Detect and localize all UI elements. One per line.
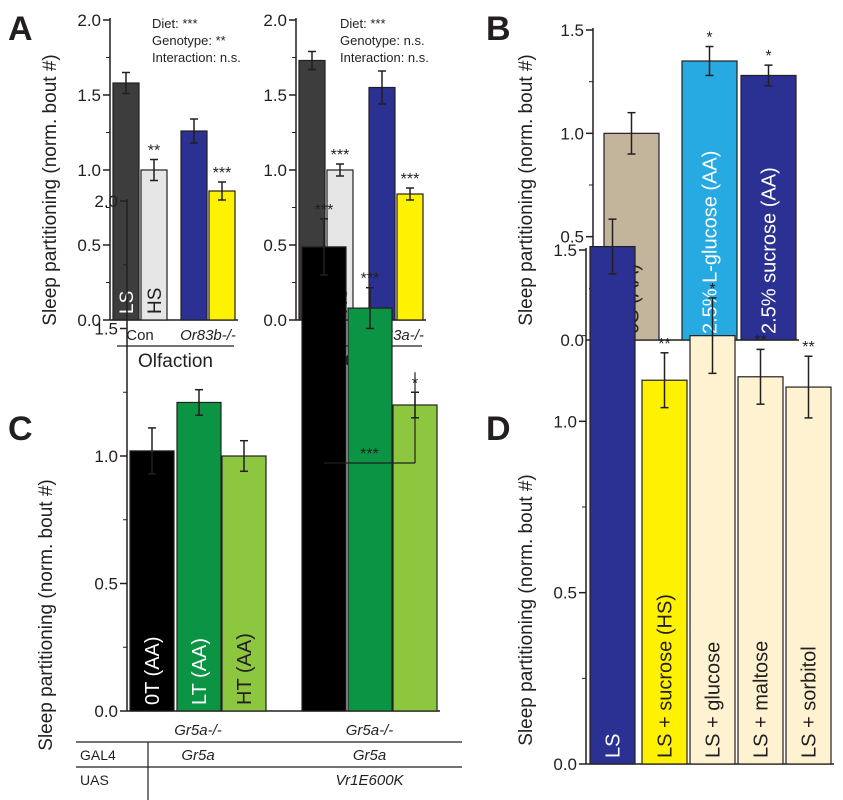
significance-label: *: [709, 281, 715, 298]
bar: [208, 190, 236, 321]
bar: [641, 379, 688, 765]
y-tick-label: 1.5: [77, 86, 101, 105]
stats-annotation: Interaction: n.s.: [340, 50, 429, 65]
bar: [176, 401, 222, 712]
y-tick-label: 0.0: [553, 755, 577, 774]
significance-label: ***: [331, 147, 350, 164]
y-tick-label: 1.0: [263, 161, 287, 180]
table-cell: Gr5a: [181, 747, 214, 764]
y-tick-label: 0.0: [94, 702, 118, 721]
y-tick-label: 1.5: [553, 241, 577, 260]
bar: [347, 307, 393, 712]
stats-annotation: Diet: ***: [340, 16, 386, 31]
table-row-name: GAL4: [80, 747, 116, 763]
bar-label: LS + maltose: [751, 641, 773, 758]
significance-label: *: [706, 30, 712, 47]
y-tick-label: 0.0: [560, 331, 584, 350]
bar-label: LS + sorbitol: [799, 646, 821, 758]
ylabel-b: Sleep partitioning (norm. bout #): [516, 54, 537, 325]
bar: [689, 335, 736, 765]
bar: [140, 169, 168, 321]
bar-label: 0T (AA): [142, 636, 164, 705]
chart-c: 0.0 0.5 1.0 1.5 2.0 0T (AA) LT (AA) HT (AA) *** *…: [76, 192, 462, 800]
ylabel-c: Sleep partitioning (norm. bout #): [36, 479, 57, 750]
bar: [589, 245, 636, 765]
bar-label: 2.5% sucrose (AA): [759, 167, 781, 334]
stats-annotation: Diet: ***: [152, 16, 198, 31]
y-tick-label: 0.5: [77, 236, 101, 255]
chart-b: 0.00.51.01.50S (AA)*2.5% L-glucose (AA)*…: [560, 21, 799, 350]
y-tick-label: 1.5: [263, 86, 287, 105]
significance-label: ***: [401, 171, 420, 188]
panel-letter-a: A: [8, 10, 33, 48]
ylabel-a: Sleep partitioning (norm. bout #): [40, 54, 61, 325]
y-tick-label: 0.5: [553, 584, 577, 603]
y-tick-label: 0.5: [94, 575, 118, 594]
stats-annotation: Genotype: n.s.: [340, 33, 425, 48]
comparison-significance: ***: [360, 446, 379, 463]
bar-label: LS + glucose: [703, 642, 725, 758]
bar-label: HT (AA): [234, 633, 256, 705]
table-cell: Vr1E600K: [335, 772, 404, 789]
significance-label: ***: [361, 271, 380, 288]
genotype-label: Gr5a-/-: [346, 722, 394, 739]
y-tick-label: 0.0: [263, 311, 287, 330]
chart-d: 0.0 0.5 1.0 1.5 LS ** LS + sucrose (HS) * LS + g…: [553, 218, 834, 774]
panel-letter-b: B: [486, 10, 511, 48]
y-tick-label: 1.0: [77, 161, 101, 180]
bar: [301, 246, 347, 712]
y-tick-label: 0.5: [560, 228, 584, 247]
y-tick-label: 2.0: [263, 11, 287, 30]
bar-label: 2.5% L-glucose (AA): [700, 151, 722, 334]
significance-label: **: [754, 332, 766, 349]
bar-label: HS: [145, 288, 166, 314]
significance-label: ***: [213, 165, 232, 182]
panel-letter-d: D: [486, 410, 511, 448]
bar: [737, 376, 784, 765]
ylabel-d: Sleep partitioning (norm. bout #): [516, 474, 537, 745]
significance-label: **: [802, 339, 814, 356]
bar: [740, 74, 797, 341]
bar: [396, 193, 424, 321]
group-label: Con: [126, 327, 154, 344]
significance-label: **: [148, 143, 160, 160]
bar-label: LT (AA): [189, 638, 211, 705]
bar: [180, 130, 208, 321]
y-tick-label: 1.0: [94, 447, 118, 466]
y-tick-label: 2.0: [94, 192, 118, 211]
significance-label: *: [765, 48, 771, 65]
y-tick-label: 1.0: [560, 124, 584, 143]
panel-letter-c: C: [8, 410, 33, 448]
y-tick-label: 1.0: [553, 412, 577, 431]
significance-label: **: [658, 336, 670, 353]
bar-label: LS: [603, 734, 625, 758]
bar: [221, 455, 267, 712]
y-tick-label: 0.0: [77, 311, 101, 330]
table-row-name: UAS: [80, 772, 109, 788]
chart-a-olfaction: 0.00.51.01.52.0LS**HS***Con Or83b-/-Olfac…: [77, 11, 241, 372]
bar: [129, 450, 175, 712]
y-tick-label: 1.5: [560, 21, 584, 40]
y-tick-label: 2.0: [77, 11, 101, 30]
x-axis-label: Olfaction: [138, 351, 213, 372]
bar-label: LS + sucrose (HS): [655, 594, 677, 758]
table-cell: Gr5a: [353, 747, 386, 764]
group-label: Or83b-/-: [180, 327, 236, 344]
stats-annotation: Interaction: n.s.: [152, 50, 241, 65]
y-tick-label: 1.5: [94, 320, 118, 339]
genotype-label: Gr5a-/-: [174, 722, 222, 739]
y-tick-label: 0.5: [263, 236, 287, 255]
charts-layer: 0.00.51.01.52.0LS**HS***Con Or83b-/-Olfac…: [76, 11, 834, 800]
stats-annotation: Genotype: **: [152, 33, 226, 48]
significance-label: ***: [315, 202, 334, 219]
